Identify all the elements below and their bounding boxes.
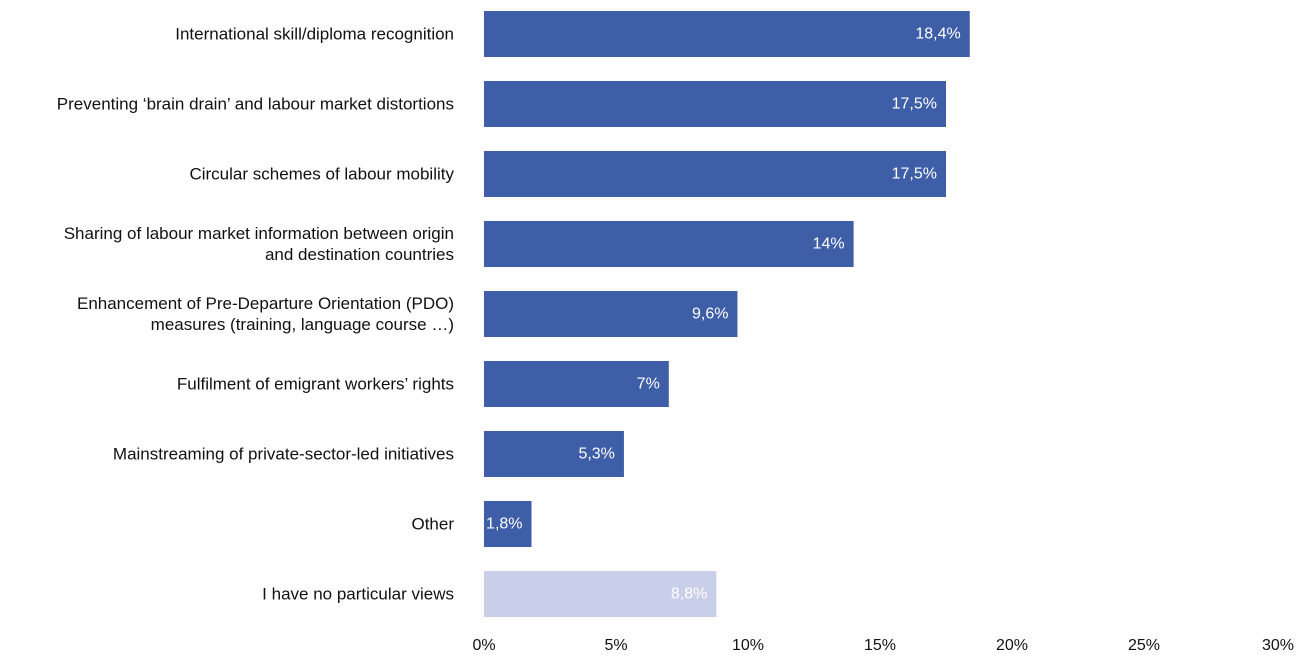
- category-label: Mainstreaming of private-sector-led init…: [113, 445, 454, 464]
- x-tick-label: 15%: [864, 637, 896, 654]
- category-label: International skill/diploma recognition: [175, 25, 454, 44]
- bar-value-label: 1,8%: [486, 516, 522, 533]
- category-label-line: Mainstreaming of private-sector-led init…: [113, 445, 454, 464]
- bar: [484, 81, 946, 127]
- category-label: Other: [411, 515, 454, 534]
- bar: [484, 291, 738, 337]
- category-label: Preventing ‘brain drain’ and labour mark…: [57, 95, 454, 114]
- bar: [484, 221, 854, 267]
- bar-value-label: 9,6%: [692, 306, 728, 323]
- bar-value-label: 17,5%: [892, 166, 937, 183]
- category-label: I have no particular views: [262, 585, 454, 604]
- category-label: Sharing of labour market information bet…: [64, 224, 454, 264]
- bar: [484, 501, 532, 547]
- bar: [484, 11, 970, 57]
- category-label-line: Enhancement of Pre-Departure Orientation…: [77, 294, 454, 313]
- bar: [484, 361, 669, 407]
- category-label-line: Other: [411, 515, 454, 534]
- x-axis-tick-labels: 0% 5% 10% 15% 20% 25% 30%: [472, 637, 1294, 654]
- category-label: Enhancement of Pre-Departure Orientation…: [77, 294, 454, 334]
- category-label-line: Fulfilment of emigrant workers’ rights: [177, 375, 454, 394]
- bar: [484, 571, 717, 617]
- category-label-line: International skill/diploma recognition: [175, 25, 454, 44]
- category-labels: International skill/diploma recognition P…: [57, 25, 455, 604]
- category-label-line: I have no particular views: [262, 585, 454, 604]
- x-tick-label: 5%: [604, 637, 627, 654]
- bar-value-label: 7%: [637, 376, 660, 393]
- category-label-line: Circular schemes of labour mobility: [189, 165, 454, 184]
- bar-value-label: 14%: [813, 236, 845, 253]
- x-tick-label: 0%: [472, 637, 495, 654]
- bar-value-label: 18,4%: [915, 26, 960, 43]
- bar-value-label: 5,3%: [578, 446, 614, 463]
- x-tick-label: 10%: [732, 637, 764, 654]
- category-label: Fulfilment of emigrant workers’ rights: [177, 375, 454, 394]
- bar: [484, 431, 624, 477]
- category-label: Circular schemes of labour mobility: [189, 165, 454, 184]
- bar-value-label: 17,5%: [892, 96, 937, 113]
- category-label-line: measures (training, language course …): [151, 315, 454, 334]
- category-label-line: Sharing of labour market information bet…: [64, 224, 454, 243]
- x-tick-label: 30%: [1262, 637, 1294, 654]
- bar: [484, 151, 946, 197]
- category-label-line: and destination countries: [265, 245, 454, 264]
- category-label-line: Preventing ‘brain drain’ and labour mark…: [57, 95, 454, 114]
- bar-value-label: 8,8%: [671, 586, 707, 603]
- x-tick-label: 25%: [1128, 637, 1160, 654]
- value-labels: 18,4% 17,5% 17,5% 14% 9,6% 7% 5,3% 1,8% 8,8%: [486, 26, 961, 603]
- bars-layer: [484, 11, 970, 617]
- x-tick-label: 20%: [996, 637, 1028, 654]
